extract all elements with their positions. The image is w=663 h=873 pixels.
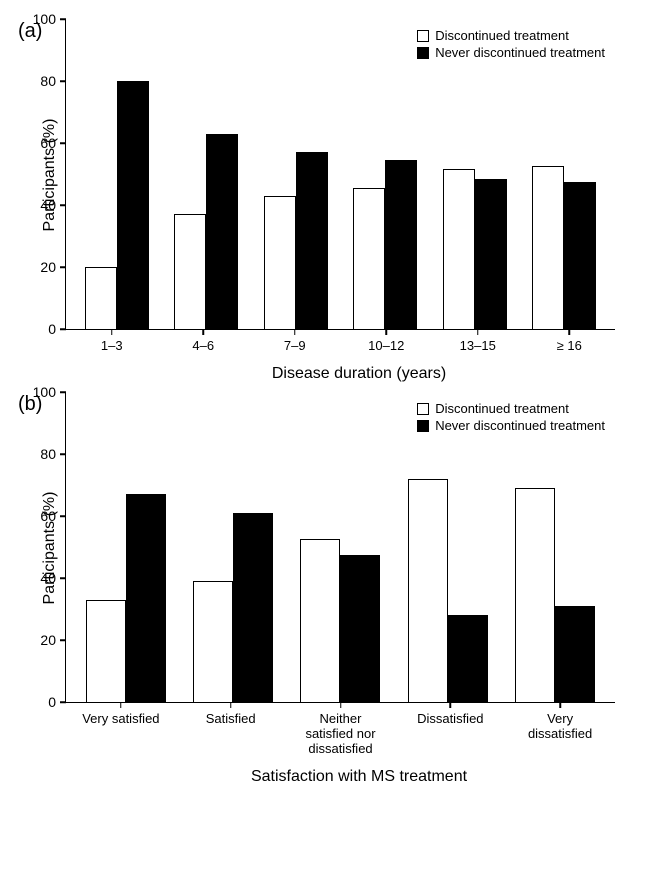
bar-never	[233, 513, 273, 702]
xtick: Satisfied	[181, 702, 281, 727]
ytick: 100	[33, 11, 66, 27]
bar-group	[85, 81, 149, 329]
bar-never	[126, 494, 166, 702]
xtick: ≥ 16	[534, 329, 604, 354]
xtick: 7–9	[260, 329, 330, 354]
ytick: 80	[40, 446, 66, 462]
ytick: 80	[40, 73, 66, 89]
bar-group	[86, 494, 166, 702]
bar-group	[515, 488, 595, 702]
bar-group	[532, 166, 596, 329]
xlabel-a: Disease duration (years)	[65, 365, 653, 383]
bar-discontinued	[515, 488, 555, 702]
bar-discontinued	[193, 581, 233, 702]
xtick: 1–3	[77, 329, 147, 354]
bar-never	[555, 606, 595, 702]
xlabel-b: Satisfaction with MS treatment	[65, 768, 653, 786]
bar-discontinued	[174, 214, 206, 329]
ytick: 0	[48, 321, 66, 337]
bar-group	[193, 513, 273, 702]
xtick: Verydissatisfied	[510, 702, 610, 742]
xtick: 4–6	[168, 329, 238, 354]
xtick: Very satisfied	[71, 702, 171, 727]
panel-b: (b) Participants (%) Discontinued treatm…	[10, 393, 653, 786]
chart-b-wrap: Participants (%) Discontinued treatment …	[65, 393, 653, 786]
bar-group	[264, 152, 328, 329]
ytick: 0	[48, 694, 66, 710]
bar-discontinued	[86, 600, 126, 702]
bar-never	[385, 160, 417, 329]
bar-discontinued	[408, 479, 448, 702]
bar-group	[174, 134, 238, 329]
xtick: Dissatisfied	[400, 702, 500, 727]
ytick: 20	[40, 259, 66, 275]
ytick: 60	[40, 135, 66, 151]
bar-never	[296, 152, 328, 329]
plot-a: Participants (%) Discontinued treatment …	[65, 20, 615, 330]
ytick: 40	[40, 197, 66, 213]
bar-never	[206, 134, 238, 329]
xtick: 10–12	[351, 329, 421, 354]
ytick: 100	[33, 384, 66, 400]
plot-b: Participants (%) Discontinued treatment …	[65, 393, 615, 703]
bar-never	[564, 182, 596, 329]
bars-area-a	[66, 20, 615, 329]
xtick: 13–15	[443, 329, 513, 354]
bar-never	[117, 81, 149, 329]
bar-never	[340, 555, 380, 702]
bar-discontinued	[300, 539, 340, 702]
bar-group	[408, 479, 488, 702]
bar-discontinued	[532, 166, 564, 329]
ytick: 40	[40, 570, 66, 586]
bar-discontinued	[85, 267, 117, 329]
bar-discontinued	[353, 188, 385, 329]
bar-discontinued	[443, 169, 475, 329]
chart-a-wrap: Participants (%) Discontinued treatment …	[65, 20, 653, 383]
bar-never	[448, 615, 488, 702]
bar-group	[353, 160, 417, 329]
bars-area-b	[66, 393, 615, 702]
bar-discontinued	[264, 196, 296, 329]
bar-group	[443, 169, 507, 329]
bar-group	[300, 539, 380, 702]
bar-never	[475, 179, 507, 329]
xtick: Neithersatisfied nordissatisfied	[291, 702, 391, 757]
panel-a: (a) Participants (%) Discontinued treatm…	[10, 20, 653, 383]
ytick: 60	[40, 508, 66, 524]
ytick: 20	[40, 632, 66, 648]
